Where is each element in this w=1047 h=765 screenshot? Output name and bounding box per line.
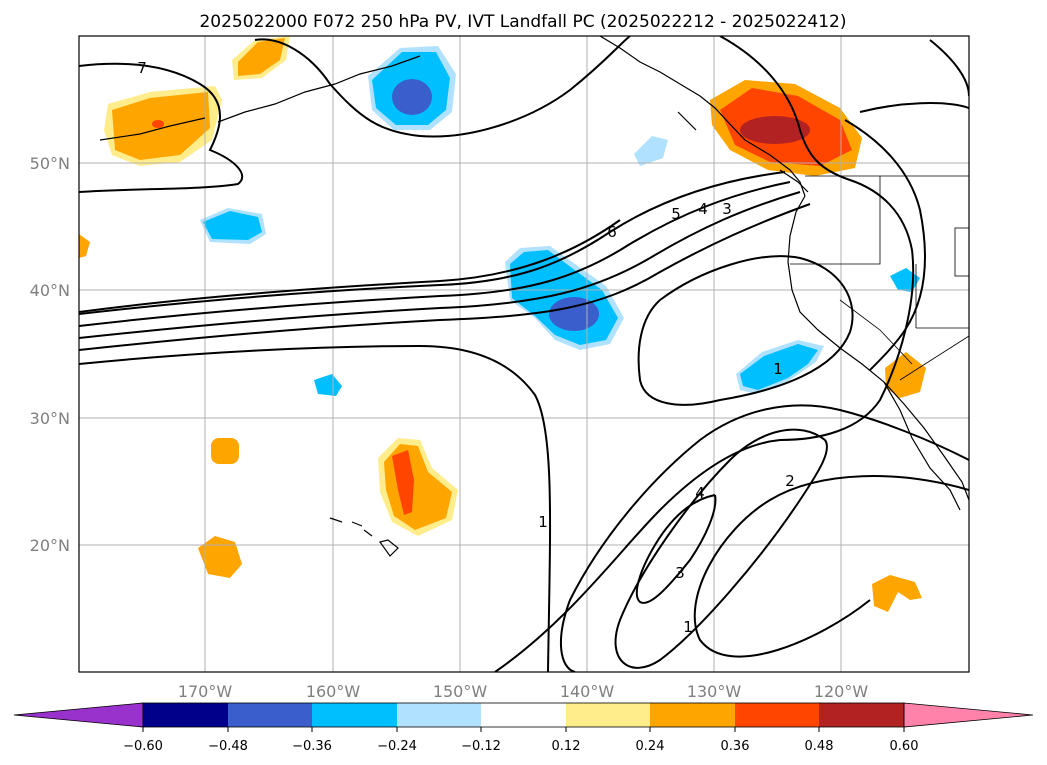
colorbar-segment xyxy=(143,703,228,727)
colorbar-extend-max xyxy=(903,702,1034,728)
political-borders xyxy=(790,175,969,381)
baja-california xyxy=(883,381,961,511)
lon-label: 160°W xyxy=(306,682,361,701)
contour-3 xyxy=(79,203,811,351)
haida-gwaii xyxy=(677,111,697,131)
colorbar-tick-label: 0.12 xyxy=(552,739,581,754)
pv-negative-core xyxy=(392,79,432,115)
lon-label: 150°W xyxy=(433,682,488,701)
colorbar-segment xyxy=(650,703,735,727)
pv-positive-core xyxy=(152,120,164,128)
pv-negative-region xyxy=(203,211,262,240)
colorbar-segment xyxy=(481,703,566,727)
contour-inner-east xyxy=(844,119,926,371)
latitude-labels: 50°N 40°N 30°N 20°N xyxy=(30,154,70,555)
pv-positive-region xyxy=(198,536,242,578)
contour-outer-east xyxy=(494,36,915,672)
colorbar-tick-label: 0.24 xyxy=(636,739,665,754)
colorbar-segment xyxy=(566,703,650,727)
lon-label: 120°W xyxy=(814,682,869,701)
lat-label: 20°N xyxy=(30,536,70,555)
pv-negative-region xyxy=(314,374,342,396)
map-frame xyxy=(78,35,970,673)
contour-7 xyxy=(79,62,244,193)
longitude-labels: 170°W 160°W 150°W 140°W 130°W 120°W xyxy=(178,682,869,701)
contour-1-west xyxy=(79,219,621,313)
colorbar-extend-min xyxy=(13,702,144,728)
colorbar-tick-label: −0.60 xyxy=(123,739,163,754)
contour-label: 1 xyxy=(538,513,548,531)
contour-label: 1 xyxy=(683,618,693,636)
contour-label: 3 xyxy=(675,564,685,582)
contour-6 xyxy=(79,171,786,315)
colorbar-segments xyxy=(143,703,904,727)
pv-positive-core xyxy=(740,116,810,144)
pv-positive-region xyxy=(79,234,90,258)
pv-positive-region xyxy=(211,438,239,464)
contour-label: 4 xyxy=(698,200,708,218)
contour-label: 4 xyxy=(695,484,705,502)
lon-label: 170°W xyxy=(178,682,233,701)
pv-negative-region xyxy=(634,136,668,166)
colorbar: −0.60 −0.48 −0.36 −0.24 −0.12 0.12 0.24 0.36 0.4… xyxy=(13,702,1034,754)
contour-southern-loop-1 xyxy=(693,475,969,658)
colorbar-tick-label: 0.48 xyxy=(805,739,834,754)
colorbar-segment xyxy=(228,703,312,727)
pv-positive-region xyxy=(872,575,922,612)
contour-labels: 7 6 5 4 3 1 4 3 2 1 1 xyxy=(137,59,795,636)
alaska-coast xyxy=(599,36,806,197)
colorbar-ticks: −0.60 −0.48 −0.36 −0.24 −0.12 0.12 0.24 0.36 0.4… xyxy=(123,727,918,754)
contour-southern-loop-4 xyxy=(559,404,969,672)
contour-southern-loop-3 xyxy=(635,494,717,604)
contour-4 xyxy=(79,191,801,339)
contour-1-ring xyxy=(254,36,631,138)
colorbar-outline xyxy=(142,702,905,728)
aleutian-islands xyxy=(99,55,421,141)
lon-label: 130°W xyxy=(687,682,742,701)
lat-label: 40°N xyxy=(30,281,70,300)
colorbar-tick-label: −0.36 xyxy=(292,739,332,754)
contour-southern-loop-2 xyxy=(614,428,828,669)
colorbar-segment xyxy=(819,703,904,727)
colorbar-segment xyxy=(735,703,819,727)
colorbar-tick-label: 0.60 xyxy=(890,739,919,754)
vancouver-island xyxy=(779,169,809,193)
coastlines xyxy=(99,36,969,557)
contour-label: 5 xyxy=(671,205,681,223)
ivt-contours xyxy=(79,36,969,672)
map-panel: 7 6 5 4 3 1 4 3 2 1 1 50°N 40°N 30°N 20°… xyxy=(30,35,970,701)
colorbar-segment xyxy=(397,703,481,727)
contour-5 xyxy=(79,181,791,327)
lat-label: 50°N xyxy=(30,154,70,173)
figure-title: 2025022000 F072 250 hPa PV, IVT Landfall… xyxy=(199,12,846,32)
pv-positive-region xyxy=(238,38,285,76)
colorbar-tick-label: −0.24 xyxy=(377,739,417,754)
contour-2 xyxy=(79,344,552,672)
pv-positive-core xyxy=(392,450,414,515)
colorbar-tick-label: −0.48 xyxy=(208,739,248,754)
colorbar-segment xyxy=(312,703,397,727)
contour-1-east xyxy=(637,255,854,406)
pv-negative-region xyxy=(740,344,818,390)
lon-label: 140°W xyxy=(560,682,615,701)
lat-label: 30°N xyxy=(30,409,70,428)
contour-label: 7 xyxy=(137,59,147,77)
contour-label: 6 xyxy=(607,223,617,241)
contour-label: 3 xyxy=(722,200,732,218)
colorbar-tick-label: −0.12 xyxy=(461,739,501,754)
hawaii xyxy=(329,517,399,557)
contour-label: 1 xyxy=(773,360,783,378)
colorbar-tick-label: 0.36 xyxy=(721,739,750,754)
contour-label: 2 xyxy=(785,472,795,490)
